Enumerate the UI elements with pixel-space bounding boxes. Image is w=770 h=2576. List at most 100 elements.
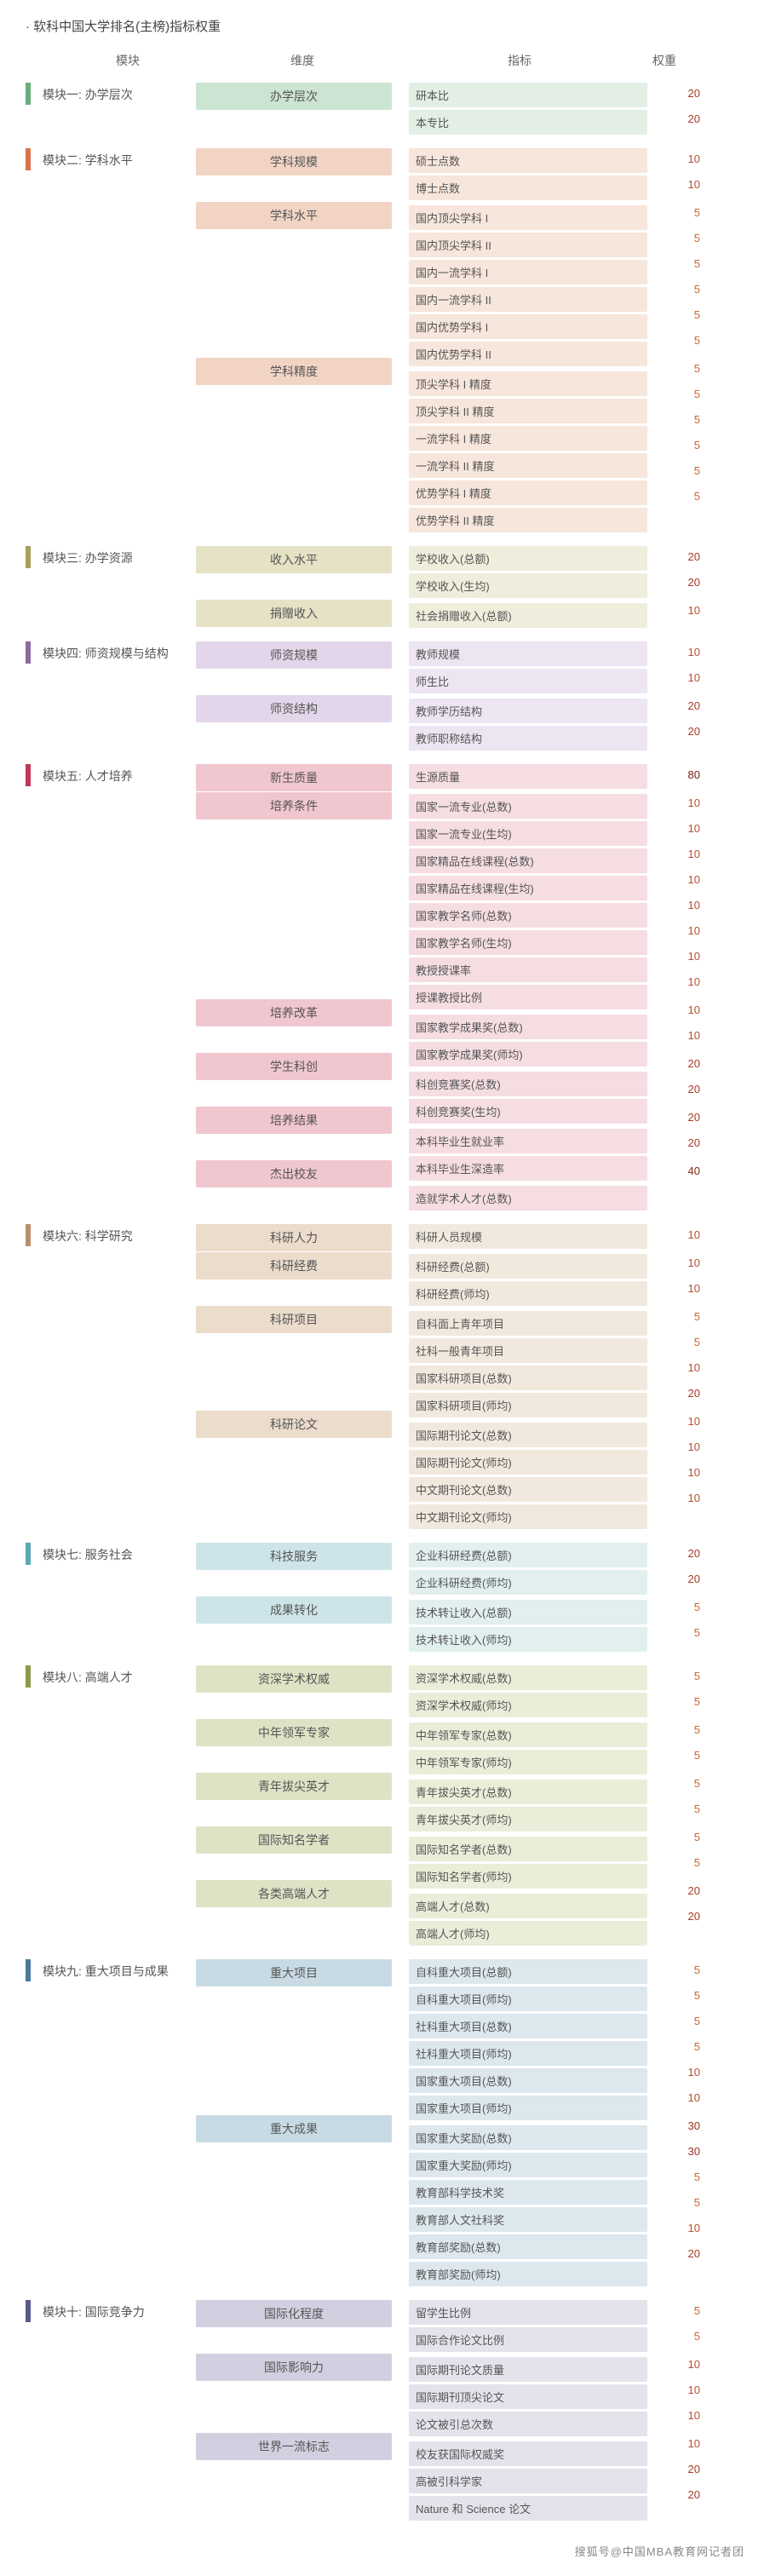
dimension-box: 国际知名学者 — [196, 1826, 392, 1854]
weight-value: 20 — [656, 2243, 707, 2266]
indicator-box: 自科重大项目(师均) — [409, 1987, 647, 2011]
dimension-box: 国际化程度 — [196, 2300, 392, 2327]
indicator-box: 国际合作论文比例 — [409, 2327, 647, 2352]
weight-value: 5 — [656, 2036, 707, 2059]
indicator-box: 国家教学成果奖(师均) — [409, 1042, 647, 1067]
module-bar — [26, 641, 31, 664]
weight-value: 20 — [656, 1906, 707, 1929]
indicator-box: 企业科研经费(师均) — [409, 1570, 647, 1595]
module-m7: 模块七: 服务社会科技服务成果转化企业科研经费(总额)企业科研经费(师均)技术转… — [26, 1543, 744, 1657]
indicator-box: 国际期刊论文质量 — [409, 2357, 647, 2382]
dimension-box: 新生质量 — [196, 764, 392, 791]
indicator-box: 中文期刊论文(总数) — [409, 1477, 647, 1502]
weight-value: 20 — [656, 1880, 707, 1903]
weight-value: 10 — [656, 148, 707, 171]
weight-value: 10 — [656, 1357, 707, 1380]
weight-value: 5 — [656, 1985, 707, 2008]
dimension-box: 世界一流标志 — [196, 2433, 392, 2460]
weight-value: 5 — [656, 1719, 707, 1742]
indicator-box: 资深学术权威(总数) — [409, 1665, 647, 1690]
module-bar — [26, 148, 31, 170]
indicator-box: 留学生比例 — [409, 2300, 647, 2325]
module-label: 模块八: 高端人才 — [43, 1665, 196, 1951]
dimension-box: 培养改革 — [196, 999, 392, 1026]
modules-container: 模块一: 办学层次办学层次研本比本专比2020模块二: 学科水平学科规模学科水平… — [26, 83, 744, 2526]
indicator-box: 教授授课率 — [409, 957, 647, 982]
dimension-box: 培养条件 — [196, 792, 392, 819]
dimension-box: 学科精度 — [196, 358, 392, 385]
weight-value: 5 — [656, 2192, 707, 2215]
weight-value: 30 — [656, 2115, 707, 2138]
header-indicator: 指标 — [400, 52, 639, 69]
module-label: 模块二: 学科水平 — [43, 148, 196, 538]
indicator-box: 学校收入(生均) — [409, 573, 647, 598]
weight-value: 10 — [656, 2379, 707, 2402]
indicator-box: 博士点数 — [409, 175, 647, 200]
module-label: 模块三: 办学资源 — [43, 546, 196, 633]
weight-value: 20 — [656, 546, 707, 569]
weight-value: 10 — [656, 2061, 707, 2084]
weight-value: 10 — [656, 1224, 707, 1247]
weight-value: 10 — [656, 971, 707, 994]
weight-value: 10 — [656, 920, 707, 943]
weight-value: 5 — [656, 460, 707, 483]
indicator-box: 青年拔尖英才(师均) — [409, 1807, 647, 1831]
header-weight: 权重 — [639, 52, 690, 69]
weight-value: 20 — [656, 1078, 707, 1101]
weight-value: 10 — [656, 946, 707, 969]
weight-value: 5 — [656, 486, 707, 509]
weight-value: 10 — [656, 1436, 707, 1459]
indicator-box: 一流学科 I 精度 — [409, 426, 647, 451]
weight-value: 10 — [656, 843, 707, 866]
weight-value: 10 — [656, 792, 707, 815]
dimension-box: 科研人力 — [196, 1224, 392, 1251]
indicator-box: 国家重大项目(总数) — [409, 2068, 647, 2093]
weight-value: 20 — [656, 1543, 707, 1566]
dimension-box: 捐赠收入 — [196, 600, 392, 627]
weight-value: 20 — [656, 1053, 707, 1076]
module-m10: 模块十: 国际竞争力国际化程度国际影响力世界一流标志留学生比例国际合作论文比例国… — [26, 2300, 744, 2526]
weight-value: 5 — [656, 383, 707, 406]
indicator-box: 国家一流专业(总数) — [409, 794, 647, 819]
weight-value: 5 — [656, 2166, 707, 2189]
module-bar — [26, 83, 31, 105]
header-module: 模块 — [51, 52, 204, 69]
indicator-box: 国家精品在线课程(总数) — [409, 848, 647, 873]
module-label: 模块九: 重大项目与成果 — [43, 1959, 196, 2291]
weight-value: 10 — [656, 1252, 707, 1275]
indicator-box: 校友获国际权威奖 — [409, 2441, 647, 2466]
indicator-box: 科创竞赛奖(总数) — [409, 1072, 647, 1096]
dimension-box: 科研论文 — [196, 1411, 392, 1438]
weight-value: 30 — [656, 2141, 707, 2164]
weight-value: 5 — [656, 409, 707, 432]
dimension-box: 师资规模 — [196, 641, 392, 669]
indicator-box: 国家精品在线课程(生均) — [409, 876, 647, 900]
indicator-box: 国内一流学科 II — [409, 287, 647, 312]
weight-value: 5 — [656, 1826, 707, 1849]
weight-value: 10 — [656, 1278, 707, 1301]
weight-value: 20 — [656, 1107, 707, 1130]
weight-value: 5 — [656, 1798, 707, 1821]
weight-value: 10 — [656, 174, 707, 197]
indicator-box: 论文被引总次数 — [409, 2412, 647, 2436]
indicator-box: 国际知名学者(师均) — [409, 1864, 647, 1889]
footer-credit: 搜狐号@中国MBA教育网记者团 — [26, 2543, 744, 2559]
weight-value: 10 — [656, 667, 707, 690]
indicator-box: 学校收入(总额) — [409, 546, 647, 571]
module-bar — [26, 1224, 31, 1246]
indicator-box: 科研经费(师均) — [409, 1281, 647, 1306]
indicator-box: 教师学历结构 — [409, 699, 647, 723]
indicator-box: 国内一流学科 I — [409, 260, 647, 285]
dimension-box: 成果转化 — [196, 1596, 392, 1624]
weight-value: 20 — [656, 108, 707, 131]
indicator-box: 国内优势学科 I — [409, 314, 647, 339]
module-bar — [26, 1959, 31, 1981]
weight-value: 5 — [656, 1596, 707, 1619]
indicator-box: 国家重大奖励(总数) — [409, 2125, 647, 2150]
indicator-box: 教师规模 — [409, 641, 647, 666]
indicator-box: 中年领军专家(总数) — [409, 1722, 647, 1747]
indicator-box: 教师职称结构 — [409, 726, 647, 750]
weight-value: 10 — [656, 999, 707, 1022]
dimension-box: 学生科创 — [196, 1053, 392, 1080]
weight-value: 10 — [656, 1411, 707, 1434]
